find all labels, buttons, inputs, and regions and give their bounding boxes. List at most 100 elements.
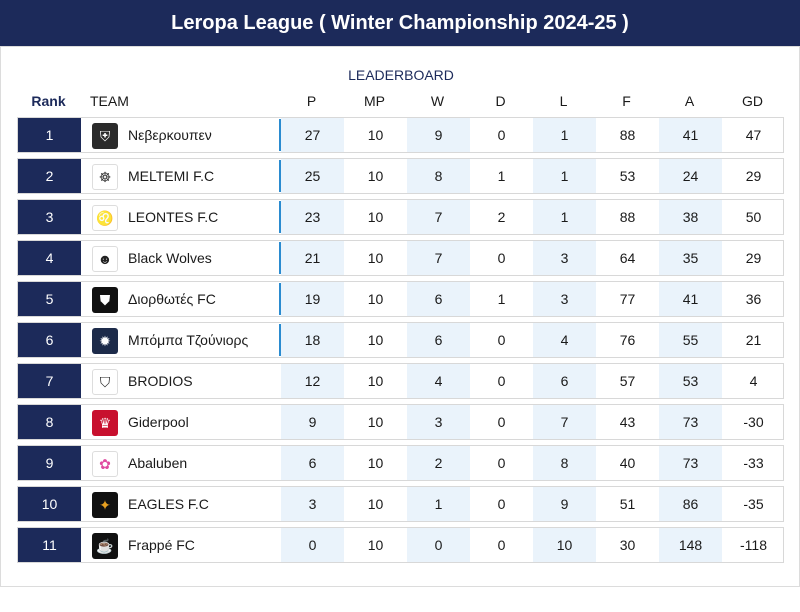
matches-played-cell: 10 [367, 373, 384, 389]
draws-cell: 1 [497, 291, 506, 307]
wins-cell: 7 [407, 200, 470, 234]
wins-cell: 6 [407, 282, 470, 316]
team-name[interactable]: Abaluben [128, 455, 188, 471]
goal-difference-cell: -35 [743, 496, 764, 512]
header-wins[interactable]: W [430, 93, 445, 109]
points-cell: 18 [281, 323, 344, 357]
rank-cell: 10 [18, 487, 81, 521]
points-cell: 9 [281, 405, 344, 439]
header-rank[interactable]: Rank [31, 93, 66, 109]
team-name[interactable]: Μπόμπα Τζούνιορς [128, 332, 249, 348]
losses-cell: 1 [533, 200, 596, 234]
goal-difference-cell: 21 [745, 332, 762, 348]
matches-played-cell: 10 [367, 537, 384, 553]
wolf-icon: ☻ [92, 246, 118, 272]
team-name[interactable]: LEONTES F.C [128, 209, 219, 225]
points-cell: 0 [281, 528, 344, 562]
leaderboard-panel: LEADERBOARD Rank TEAM P MP W D L F A GD … [0, 46, 800, 587]
team-name[interactable]: Διορθωτές FC [128, 291, 216, 307]
team-name[interactable]: BRODIOS [128, 373, 193, 389]
draws-cell: 0 [497, 455, 506, 471]
goal-difference-cell: -33 [743, 455, 764, 471]
shield-crest-icon: ⛨ [92, 123, 118, 149]
rank-cell: 2 [18, 159, 81, 193]
team-name[interactable]: MELTEMI F.C [128, 168, 215, 184]
draws-cell: 0 [497, 373, 506, 389]
wins-cell: 1 [407, 487, 470, 521]
goals-for-cell: 77 [619, 291, 636, 307]
header-matches-played[interactable]: MP [364, 93, 385, 109]
rank-cell: 8 [18, 405, 81, 439]
goals-for-cell: 57 [619, 373, 636, 389]
goals-against-cell: 41 [659, 282, 722, 316]
matches-played-cell: 10 [367, 455, 384, 471]
header-team[interactable]: TEAM [90, 93, 129, 109]
bomb-icon: ✹ [92, 328, 118, 354]
table-row[interactable]: 9 ✿ Abaluben 6 10 2 0 8 40 73 -33 [17, 445, 784, 481]
losses-cell: 1 [533, 118, 596, 152]
header-losses[interactable]: L [559, 93, 568, 109]
draws-cell: 0 [497, 496, 506, 512]
points-cell: 21 [281, 241, 344, 275]
goal-difference-cell: 29 [745, 168, 762, 184]
header-goals-for[interactable]: F [622, 93, 631, 109]
header-goals-against[interactable]: A [684, 93, 695, 109]
goal-difference-cell: 50 [745, 209, 762, 225]
draws-cell: 1 [497, 168, 506, 184]
coffee-icon: ☕ [92, 533, 118, 559]
wins-cell: 6 [407, 323, 470, 357]
table-row[interactable]: 2 ☸ MELTEMI F.C 25 10 8 1 1 53 24 29 [17, 158, 784, 194]
rank-cell: 3 [18, 200, 81, 234]
losses-cell: 6 [533, 364, 596, 398]
team-name[interactable]: Giderpool [128, 414, 189, 430]
table-row[interactable]: 5 ⛊ Διορθωτές FC 19 10 6 1 3 77 41 36 [17, 281, 784, 317]
draws-cell: 0 [497, 332, 506, 348]
goal-difference-cell: 36 [745, 291, 762, 307]
qualification-marker [279, 242, 281, 274]
points-cell: 25 [281, 159, 344, 193]
table-row[interactable]: 8 ♛ Giderpool 9 10 3 0 7 43 73 -30 [17, 404, 784, 440]
lion-icon: ♌ [92, 205, 118, 231]
losses-cell: 9 [533, 487, 596, 521]
header-goal-difference[interactable]: GD [742, 93, 763, 109]
team-name[interactable]: Frappé FC [128, 537, 195, 553]
ship-wheel-icon: ☸ [92, 164, 118, 190]
matches-played-cell: 10 [367, 496, 384, 512]
team-name[interactable]: Black Wolves [128, 250, 212, 266]
wins-cell: 2 [407, 446, 470, 480]
team-name[interactable]: EAGLES F.C [128, 496, 209, 512]
goals-against-cell: 41 [659, 118, 722, 152]
rank-cell: 9 [18, 446, 81, 480]
pink-mascot-icon: ✿ [92, 451, 118, 477]
points-cell: 3 [281, 487, 344, 521]
table-row[interactable]: 3 ♌ LEONTES F.C 23 10 7 2 1 88 38 50 [17, 199, 784, 235]
points-cell: 19 [281, 282, 344, 316]
draws-cell: 0 [497, 250, 506, 266]
goals-against-cell: 35 [659, 241, 722, 275]
draws-cell: 0 [497, 127, 506, 143]
table-row[interactable]: 1 ⛨ Νεβερκουπεν 27 10 9 0 1 88 41 47 [17, 117, 784, 153]
header-points[interactable]: P [306, 93, 317, 109]
goal-difference-cell: -118 [740, 537, 767, 553]
goals-for-cell: 88 [619, 209, 636, 225]
draws-cell: 2 [497, 209, 506, 225]
table-row[interactable]: 4 ☻ Black Wolves 21 10 7 0 3 64 35 29 [17, 240, 784, 276]
header-draws[interactable]: D [495, 93, 506, 109]
points-cell: 12 [281, 364, 344, 398]
qualification-marker [279, 324, 281, 356]
losses-cell: 8 [533, 446, 596, 480]
matches-played-cell: 10 [367, 414, 384, 430]
team-name[interactable]: Νεβερκουπεν [128, 127, 212, 143]
draws-cell: 0 [497, 414, 506, 430]
matches-played-cell: 10 [367, 291, 384, 307]
table-header: Rank TEAM P MP W D L F A GD [17, 93, 784, 111]
points-cell: 23 [281, 200, 344, 234]
table-row[interactable]: 6 ✹ Μπόμπα Τζούνιορς 18 10 6 0 4 76 55 21 [17, 322, 784, 358]
wins-cell: 3 [407, 405, 470, 439]
table-row[interactable]: 7 ⛉ BRODIOS 12 10 4 0 6 57 53 4 [17, 363, 784, 399]
points-cell: 6 [281, 446, 344, 480]
table-row[interactable]: 11 ☕ Frappé FC 0 10 0 0 10 30 148 -118 [17, 527, 784, 563]
page-title: Leropa League ( Winter Championship 2024… [0, 0, 800, 46]
table-row[interactable]: 10 ✦ EAGLES F.C 3 10 1 0 9 51 86 -35 [17, 486, 784, 522]
losses-cell: 10 [533, 528, 596, 562]
